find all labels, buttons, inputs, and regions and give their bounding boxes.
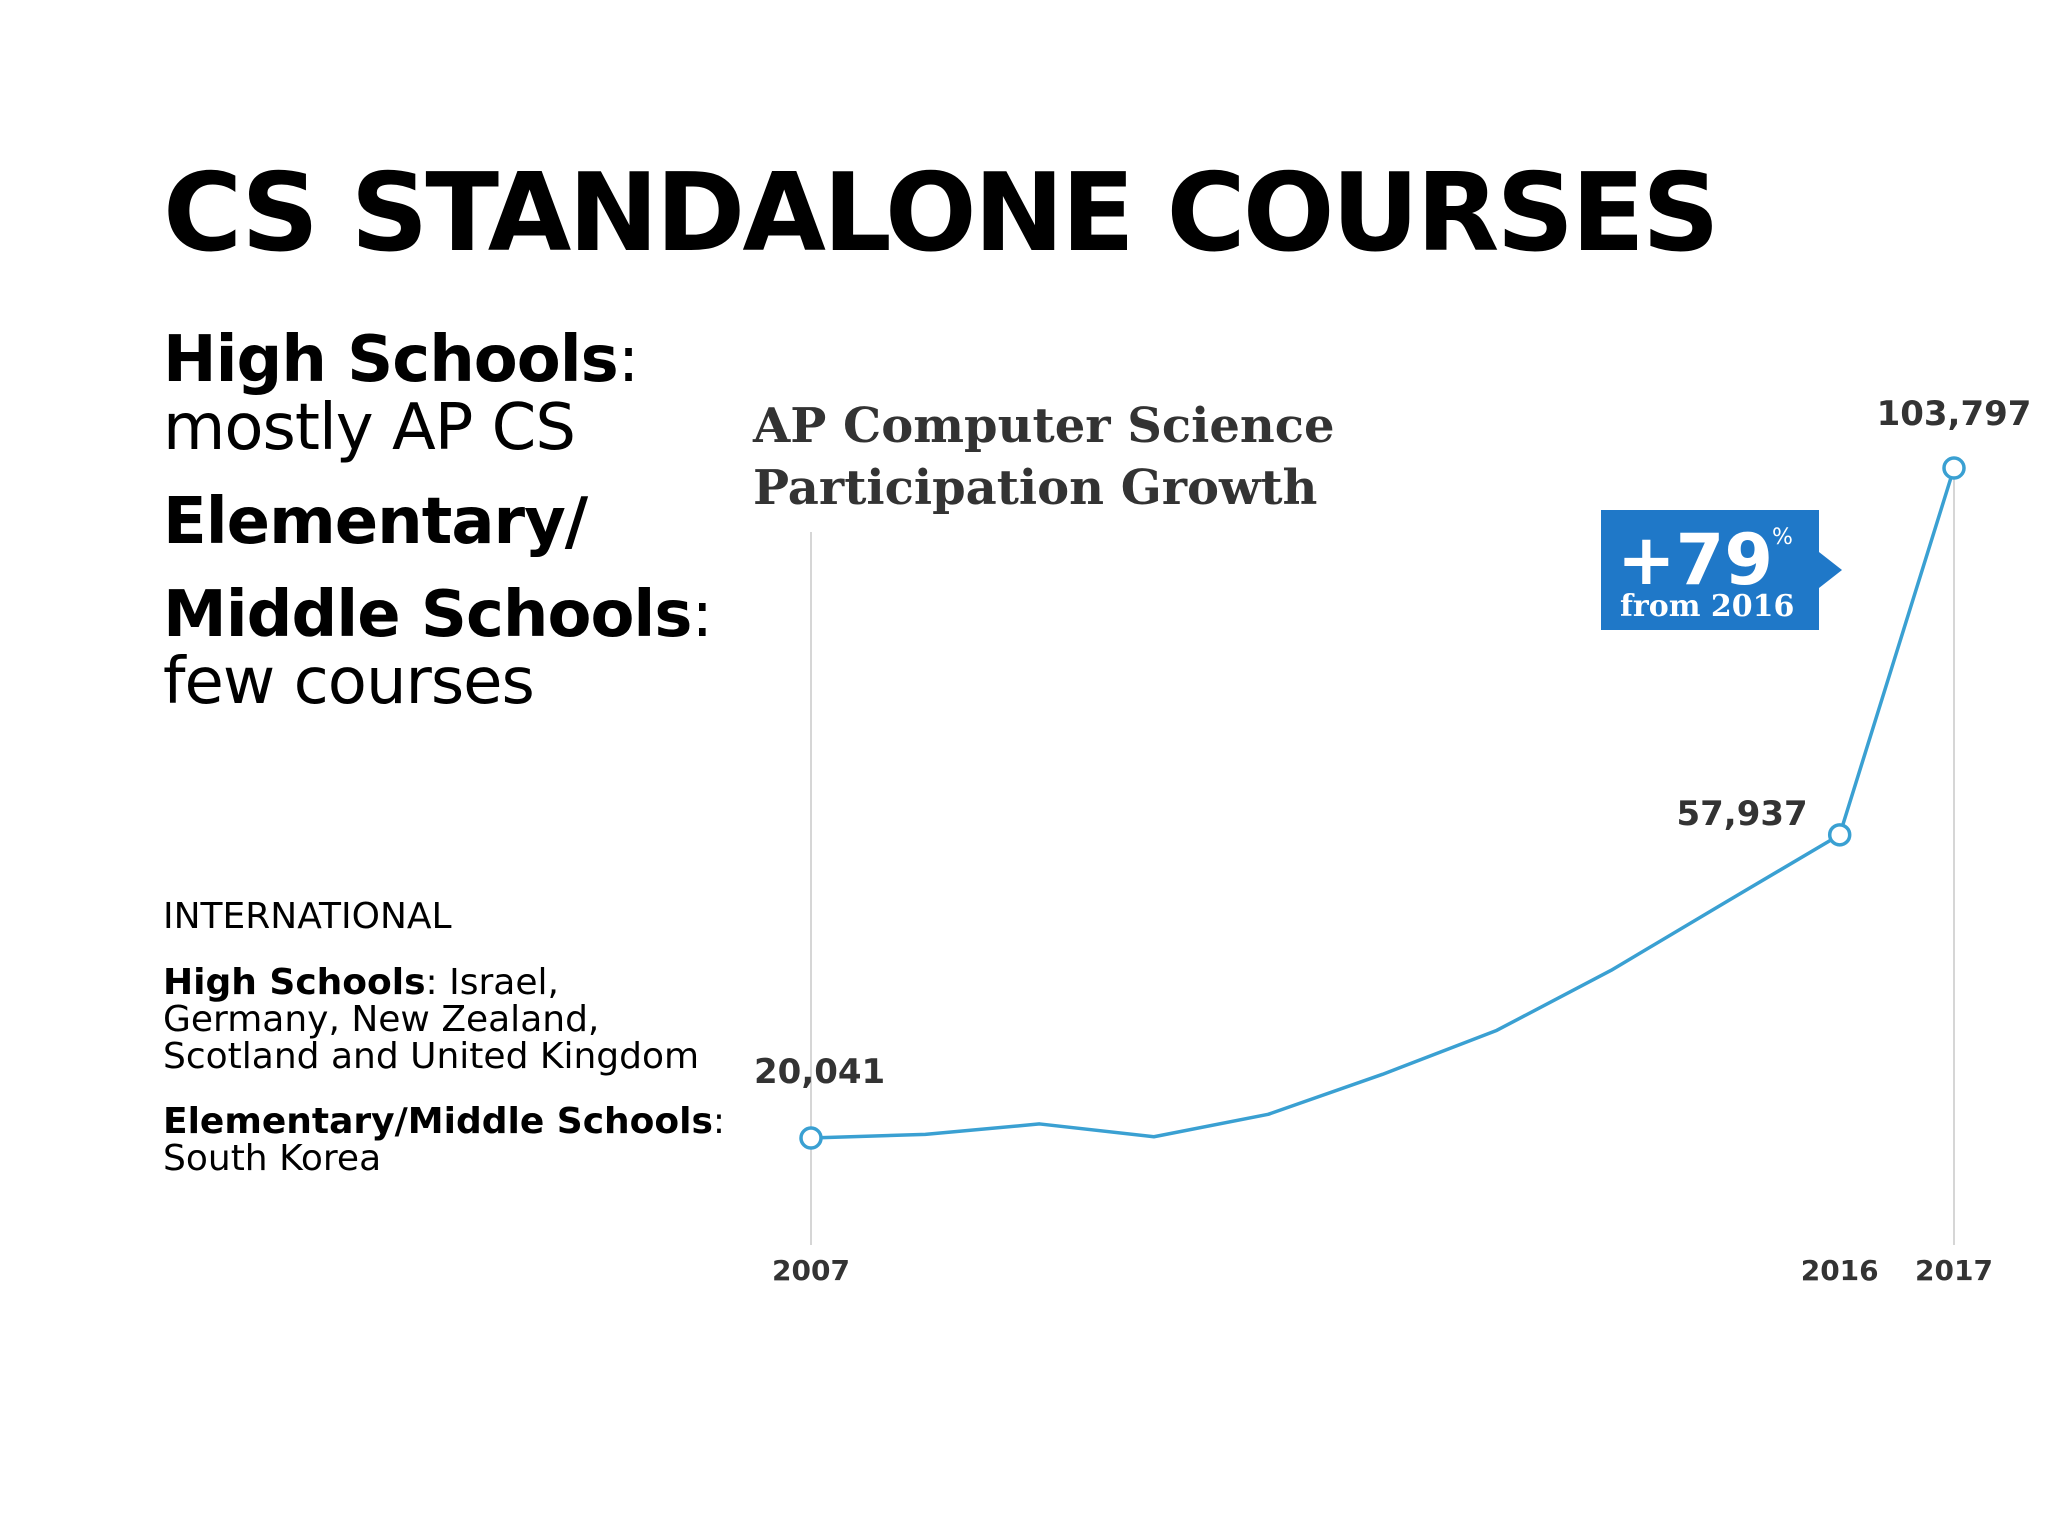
us-high-schools-label: High Schools: [163,328,639,392]
callout-value: +79 [1617,519,1773,601]
international-heading: INTERNATIONAL [163,896,452,937]
tick-label-2007: 2007 [772,1254,850,1287]
point-2016 [1827,823,1852,847]
intl-ems-line2: South Korea [163,1138,382,1179]
data-label-2007: 20,041 [754,1052,885,1092]
data-points [799,456,1966,1150]
tick-label-2017: 2017 [1915,1254,1993,1287]
us-high-schools-value: mostly AP CS [163,391,576,465]
data-label-2017: 103,797 [1877,394,2032,434]
point-2017 [1942,456,1966,480]
slide-title: CS STANDALONE COURSES [163,151,1720,276]
us-elementary-label: Elementary/ [163,485,588,559]
us-ems-sep: : [691,578,713,652]
us-hs-sep: : [617,323,640,397]
intl-hs-line1: High Schools: Israel, [163,962,559,1003]
us-middle-schools-value: few courses [163,645,535,719]
point-2007 [799,1126,823,1150]
vertical-guides [810,468,1955,1245]
chart-title-line2: Participation Growth [753,460,1317,516]
us-ems-label: Middle Schools [163,578,692,652]
growth-callout: +79 % from 2016 [1601,510,1842,630]
callout-box [1601,510,1819,630]
data-label-2016: 57,937 [1676,794,1807,834]
tick-label-2016: 2016 [1801,1254,1879,1287]
callout-arrow [1819,552,1842,588]
data-labels: 20,041 57,937 103,797 [754,394,2031,1092]
callout-text: from 2016 [1620,589,1794,624]
callout-unit: % [1772,525,1793,550]
us-hs-label: High Schools [163,323,619,397]
intl-ems-line1: Elementary/Middle Schools: [163,1101,726,1142]
us-middle-schools-label: Middle Schools: [163,583,713,647]
x-tick-labels: 2007 2016 2017 [772,1254,1993,1287]
intl-hs-line2: Germany, New Zealand, [163,999,600,1040]
chart-title-line1: AP Computer Science [752,398,1335,454]
participation-line [810,467,1956,1140]
intl-hs-line3: Scotland and United Kingdom [163,1036,700,1077]
intl-hs-label: High Schools [163,962,426,1003]
intl-ems-label: Elementary/Middle Schools [163,1101,713,1142]
